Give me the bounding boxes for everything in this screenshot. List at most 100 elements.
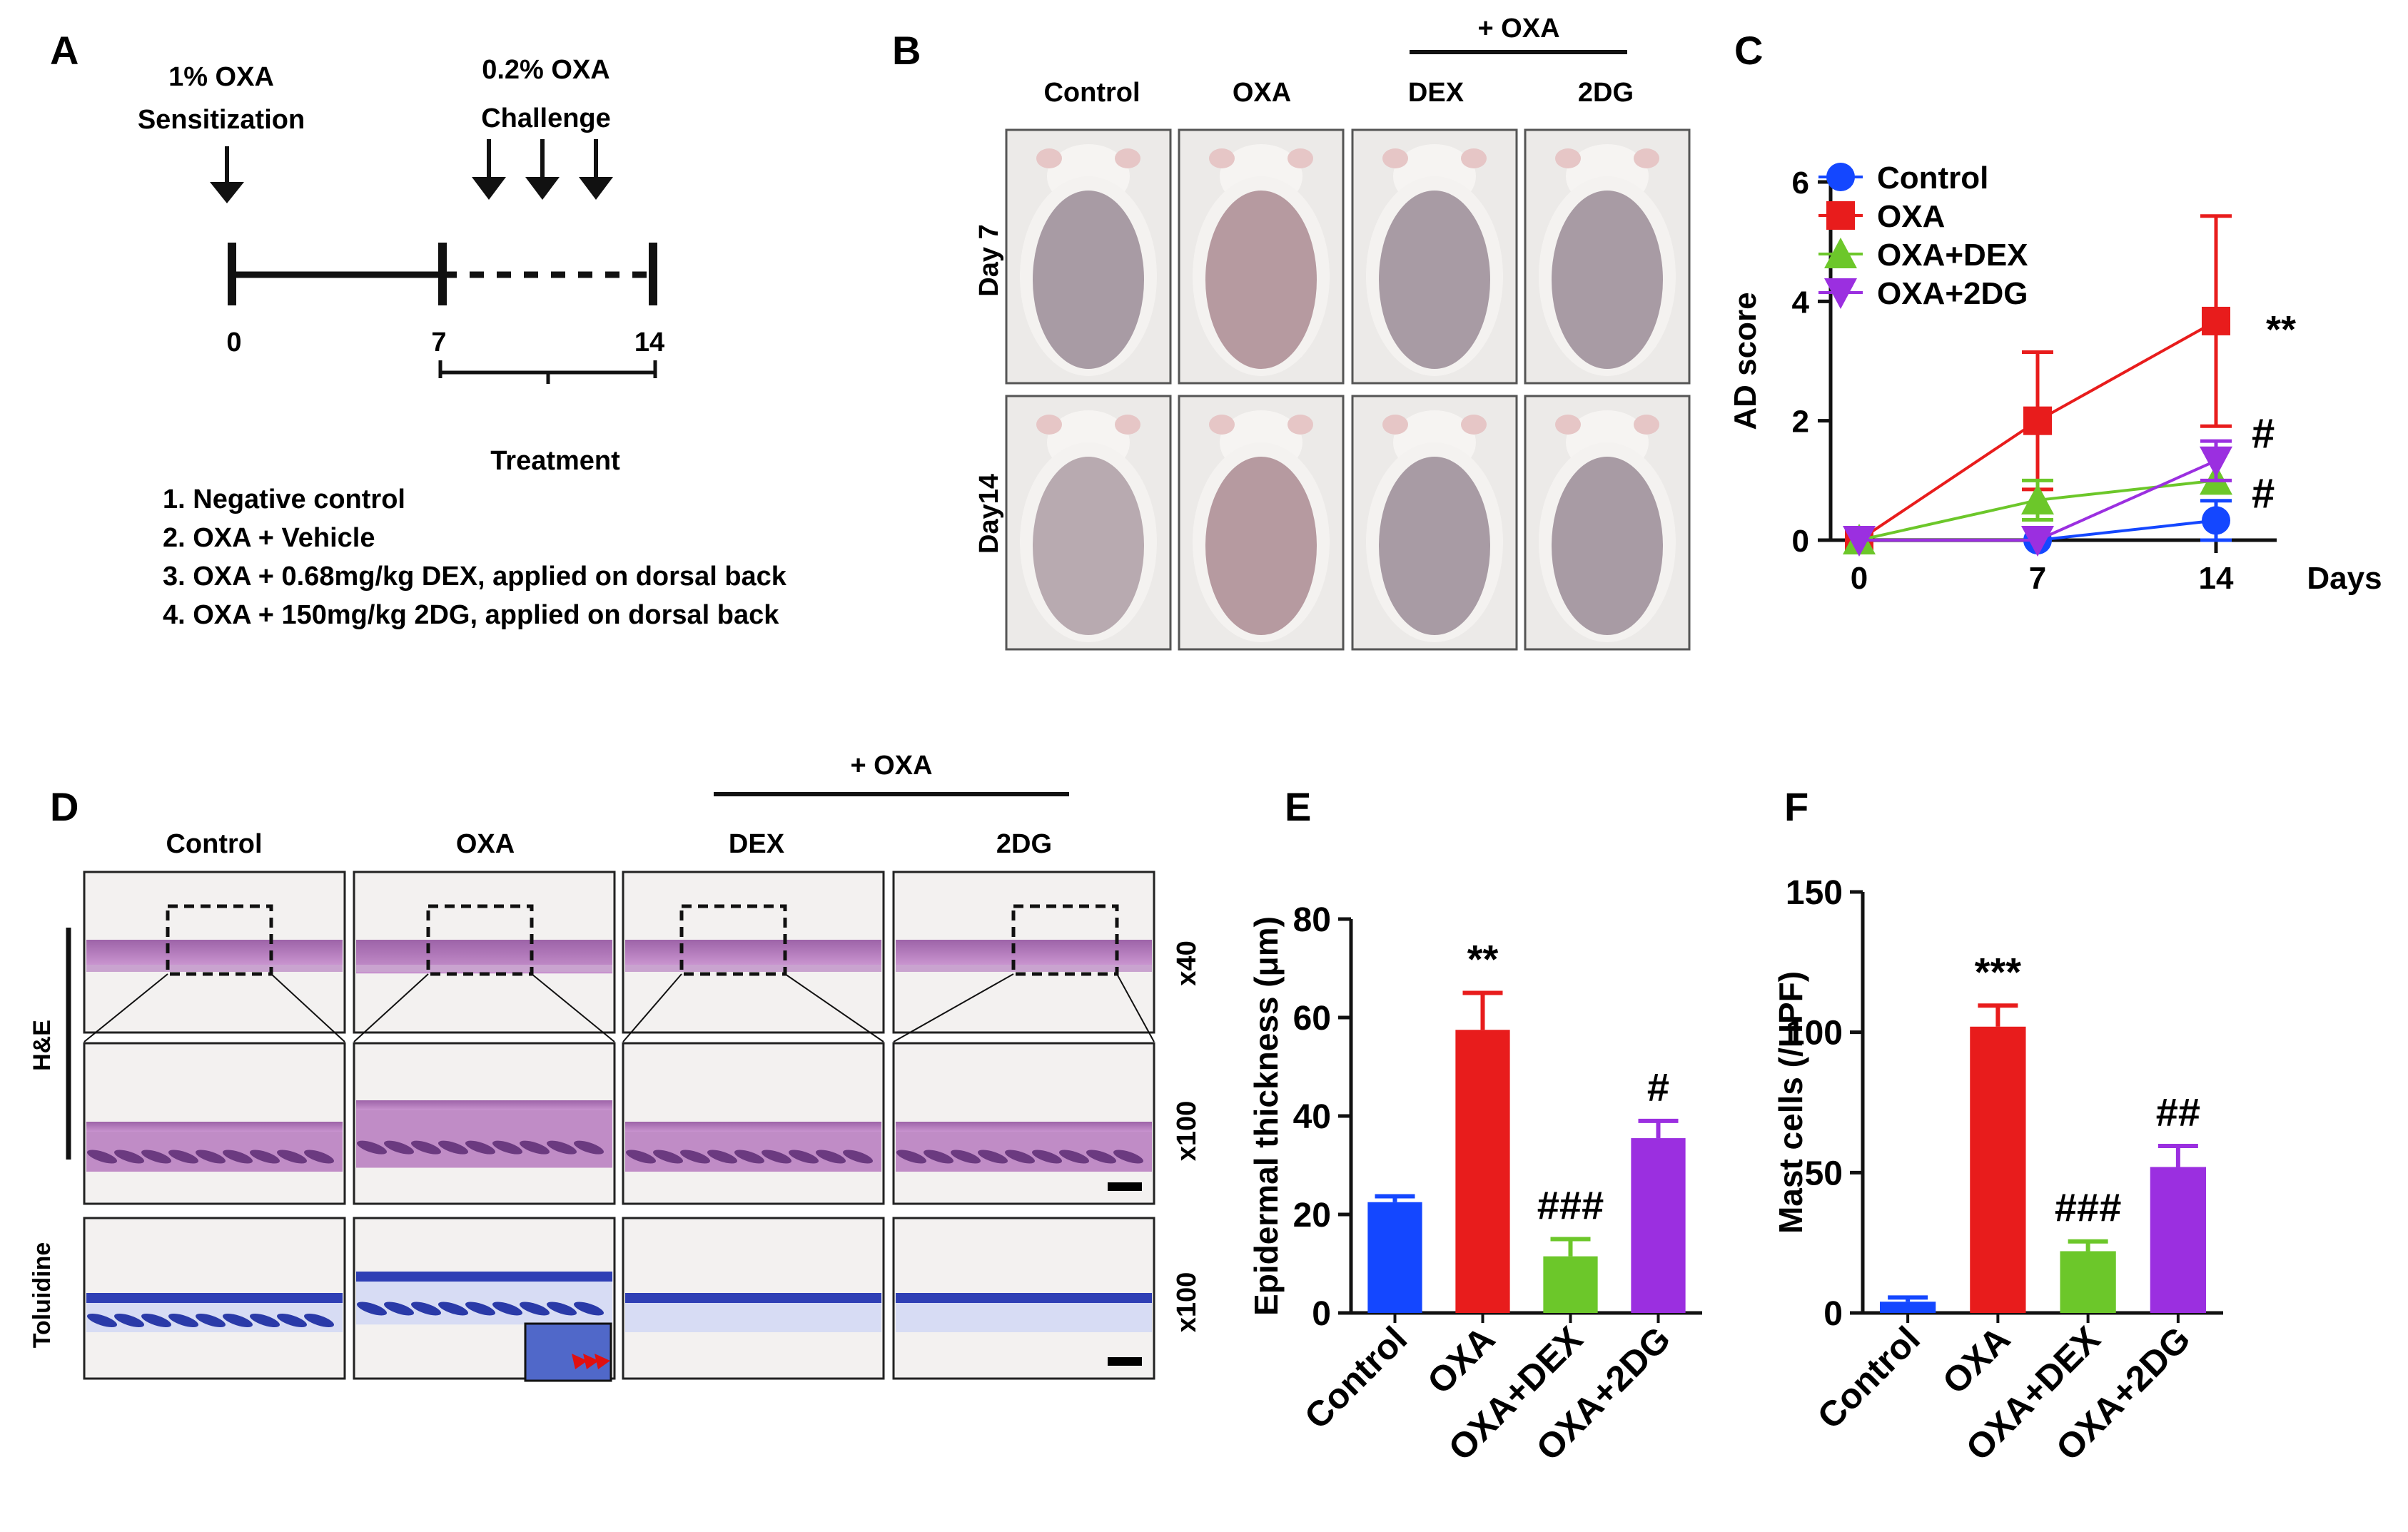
mouse-ear — [1634, 148, 1659, 168]
bar — [1970, 1026, 2026, 1313]
mouse-ear — [1288, 148, 1313, 168]
mouse-ear — [1461, 148, 1487, 168]
hair-follicle — [519, 1140, 550, 1155]
hair-follicle — [815, 1150, 846, 1164]
epidermis — [896, 1293, 1152, 1303]
x-tick-label: Control — [1297, 1319, 1415, 1436]
he-tile — [892, 1042, 1155, 1205]
significance-label: # — [2252, 470, 2275, 517]
x-tick-label: Control — [1810, 1319, 1928, 1436]
mouse-ear — [1634, 415, 1659, 435]
oxa-bracket-label: + OXA — [1477, 14, 1559, 44]
x-tick-label: 7 — [2029, 561, 2046, 596]
mouse-ear — [1036, 148, 1062, 168]
hair-follicle — [1058, 1150, 1090, 1164]
y-tick-label: 60 — [1293, 1000, 1331, 1038]
hair-follicle — [222, 1313, 253, 1328]
oxa-bracket-label-d: + OXA — [850, 751, 932, 781]
hair-follicle — [1031, 1150, 1063, 1164]
hair-follicle — [410, 1140, 442, 1155]
mouse-photo — [1351, 395, 1518, 651]
hair-follicle — [113, 1313, 145, 1328]
y-tick-label: 50 — [1805, 1155, 1843, 1192]
hair-follicle — [573, 1140, 604, 1155]
hair-follicle — [492, 1140, 523, 1155]
hair-follicle — [141, 1313, 172, 1328]
data-point — [1843, 526, 1876, 557]
significance-label: ** — [2266, 308, 2296, 351]
timeline-tick-7: 7 — [431, 328, 446, 357]
toluidine-tile — [83, 1217, 346, 1380]
hair-follicle — [465, 1302, 496, 1316]
treatment-item-3: 3. OXA + 0.68mg/kg DEX, applied on dorsa… — [163, 562, 787, 592]
treatment-title: Treatment — [490, 446, 620, 476]
row-day7: Day 7 — [974, 224, 1004, 296]
he-tile — [353, 871, 616, 1043]
mouse-skin — [1205, 191, 1317, 369]
hair-follicle — [1004, 1150, 1036, 1164]
epidermis — [356, 1100, 612, 1110]
x-axis-label: Days — [2307, 561, 2382, 596]
epidermis — [86, 1293, 343, 1303]
y-tick-label: 0 — [1823, 1295, 1843, 1333]
hair-follicle — [410, 1302, 442, 1316]
panel-label-a: A — [50, 28, 79, 73]
data-point — [1826, 201, 1855, 230]
mouse-skin — [1379, 457, 1490, 635]
toluidine-tile — [353, 1217, 616, 1382]
hair-follicle — [761, 1150, 792, 1164]
mouse-skin — [1552, 191, 1663, 369]
zoom-box — [166, 904, 273, 976]
mouse-photo — [1351, 128, 1518, 385]
hair-follicle — [923, 1150, 954, 1164]
hair-follicle — [465, 1140, 496, 1155]
bar — [1455, 1030, 1510, 1313]
panel-label-f: F — [1784, 784, 1808, 829]
hair-follicle — [113, 1150, 145, 1164]
bar — [2060, 1251, 2116, 1313]
arrowhead-icon — [583, 1354, 599, 1369]
mouse-ear — [1209, 415, 1235, 435]
panel-b: B + OXA Control OXA DEX 2DG Day 7 Day14 — [892, 14, 1691, 651]
hair-follicle — [546, 1302, 577, 1316]
hair-follicle — [573, 1302, 604, 1316]
mouse-photo — [1005, 128, 1172, 385]
panel-f: F 0 50 100 150 Mast cells (/HPF) Control *** OX… — [1772, 784, 2223, 1468]
hair-follicle — [625, 1150, 657, 1164]
mouse-photo — [1524, 128, 1691, 385]
zoom-box — [679, 904, 787, 976]
mouse-ear — [1461, 415, 1487, 435]
he-tile — [83, 1042, 346, 1205]
mouse-ear — [1115, 415, 1140, 435]
hair-follicle — [896, 1150, 927, 1164]
hair-follicle — [437, 1302, 469, 1316]
tissue-layer — [86, 965, 343, 972]
col-2dg: 2DG — [1578, 78, 1634, 108]
bar — [1543, 1256, 1598, 1313]
mag-x100-tol: x100 — [1172, 1272, 1202, 1333]
significance-label: ** — [1467, 937, 1499, 982]
mouse-skin — [1205, 457, 1317, 635]
hair-follicle — [276, 1150, 308, 1164]
treatment-bracket — [438, 360, 657, 384]
mouse-ear — [1115, 148, 1140, 168]
mouse-ear — [1382, 415, 1408, 435]
hair-follicle — [492, 1302, 523, 1316]
hair-follicle — [276, 1313, 308, 1328]
panel-label-b: B — [892, 28, 921, 73]
treatment-item-4: 4. OXA + 150mg/kg 2DG, applied on dorsal… — [163, 600, 779, 630]
inset-image — [524, 1322, 612, 1382]
hair-follicle — [141, 1150, 172, 1164]
hair-follicle — [977, 1150, 1008, 1164]
legend-label: OXA+2DG — [1877, 276, 2028, 311]
x-tick-label: 0 — [1851, 561, 1868, 596]
y-tick-label: 0 — [1312, 1295, 1331, 1333]
stain-toluidine: Toluidine — [29, 1242, 56, 1349]
hair-follicle — [249, 1313, 280, 1328]
row-day14: Day14 — [974, 474, 1004, 554]
epidermis — [896, 1122, 1152, 1132]
chart-f: 0 50 100 150 Mast cells (/HPF) Control *** OXA #… — [1772, 874, 2223, 1468]
epidermis — [625, 1293, 881, 1303]
